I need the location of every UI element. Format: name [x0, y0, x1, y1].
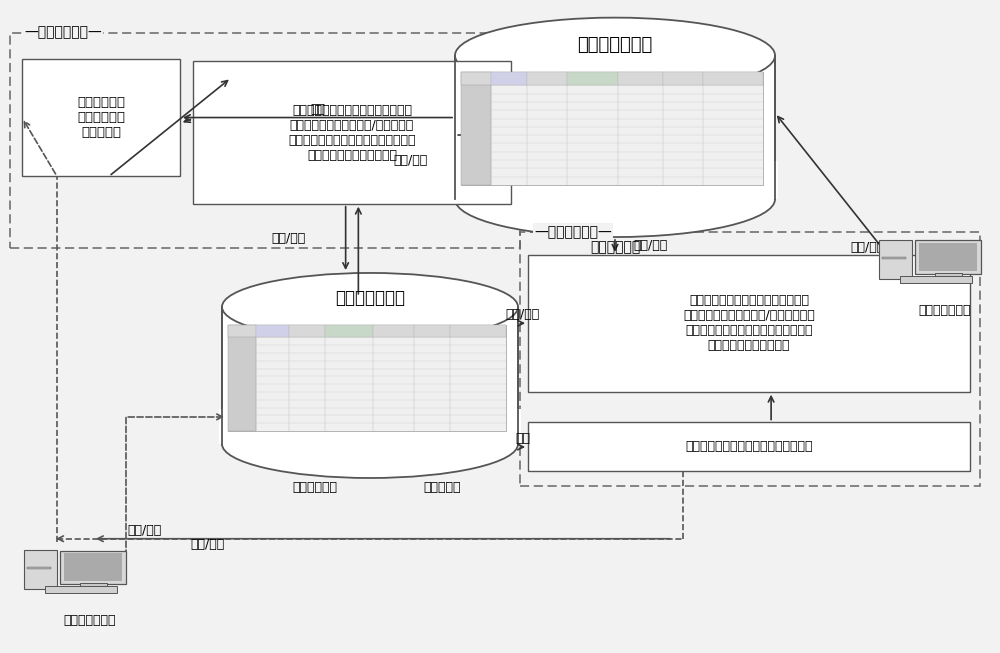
Ellipse shape [222, 410, 518, 478]
Bar [915, 240, 981, 274]
Text: 更新/新增: 更新/新增 [851, 241, 885, 254]
Text: 查询: 查询 [310, 103, 325, 116]
Text: 更新/新增: 更新/新增 [633, 240, 667, 252]
Bar [222, 307, 518, 444]
Bar [461, 72, 763, 86]
Text: 站点客户端应用: 站点客户端应用 [64, 614, 116, 627]
Bar [228, 325, 506, 338]
Text: 根据总表与分表的自增量标识对应关
系，在站点数据库中更新/新增业务相
关数据，针对新增业务数据建立总表与
分表的自增量标识对应关系: 根据总表与分表的自增量标识对应关 系，在站点数据库中更新/新增业务相 关数据，针… [288, 104, 416, 161]
Bar [228, 325, 256, 431]
Text: 业务数据分表: 业务数据分表 [292, 481, 338, 494]
Bar [618, 72, 663, 86]
Ellipse shape [455, 161, 775, 237]
Ellipse shape [222, 273, 518, 341]
Bar [60, 550, 126, 584]
Bar [80, 583, 106, 588]
Text: —业务数据上传—: —业务数据上传— [534, 225, 612, 239]
Bar [527, 72, 567, 86]
FancyBboxPatch shape [22, 59, 180, 176]
Bar [452, 161, 778, 199]
Text: 根据总表与分表的自增量标识对应关
系，在中心数据库中更新/新增业务相关
数据，针对新增业务数据建立总表与分
表的自增量标识对应关系: 根据总表与分表的自增量标识对应关 系，在中心数据库中更新/新增业务相关 数据，针… [683, 295, 815, 352]
Bar [900, 276, 972, 283]
FancyBboxPatch shape [528, 422, 970, 471]
Bar [256, 325, 289, 338]
Bar [45, 586, 117, 593]
Bar [64, 553, 122, 581]
Bar [27, 567, 51, 569]
Text: 更新/新增: 更新/新增 [271, 232, 306, 245]
Bar [461, 72, 763, 185]
Text: 标识变更表: 标识变更表 [423, 481, 461, 494]
Text: 中心数据库系统: 中心数据库系统 [577, 36, 653, 54]
Bar [882, 257, 906, 259]
Text: 查询/新增: 查询/新增 [506, 308, 540, 321]
FancyBboxPatch shape [193, 61, 511, 204]
Bar [491, 72, 527, 86]
Bar [461, 72, 491, 185]
Bar [567, 72, 618, 86]
Bar [228, 325, 506, 431]
FancyBboxPatch shape [528, 255, 970, 392]
Text: 中心客户端应用: 中心客户端应用 [919, 304, 971, 317]
Bar [325, 325, 373, 338]
Text: —业务数据分发—: —业务数据分发— [24, 25, 102, 40]
Bar [219, 409, 521, 444]
Bar [455, 56, 775, 199]
Text: 更新/新增: 更新/新增 [127, 524, 161, 537]
Bar [414, 325, 450, 338]
Text: 在站点数据库中查询业务相关增量数据: 在站点数据库中查询业务相关增量数据 [685, 441, 813, 453]
Bar [373, 325, 414, 338]
Bar [935, 273, 962, 278]
Text: 在中心数据库
中查询站点业
务相关数据: 在中心数据库 中查询站点业 务相关数据 [77, 96, 125, 139]
Text: 站点数据库系统: 站点数据库系统 [335, 289, 405, 307]
Bar [289, 325, 325, 338]
Text: 查询: 查询 [516, 432, 530, 445]
Text: 更新/新增: 更新/新增 [190, 538, 224, 551]
Text: 查询/新增: 查询/新增 [393, 154, 427, 167]
Bar [703, 72, 763, 86]
Bar [919, 243, 977, 271]
Ellipse shape [455, 18, 775, 93]
Bar [663, 72, 703, 86]
Bar [24, 550, 57, 589]
Text: 业务数据总表: 业务数据总表 [590, 240, 640, 255]
Bar [879, 240, 912, 279]
Bar [450, 325, 506, 338]
